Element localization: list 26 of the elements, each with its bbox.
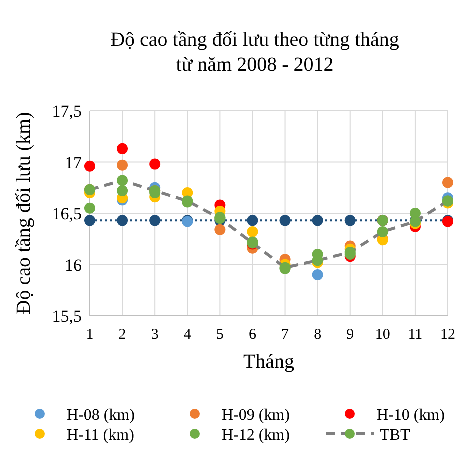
x-tick-label: 10 (375, 327, 390, 343)
x-tick-label: 3 (151, 327, 159, 343)
legend-label: H-08 (km) (67, 407, 135, 424)
x-tick-label: 1 (86, 327, 94, 343)
x-tick-label: 12 (440, 327, 456, 343)
legend-label: H-12 (km) (222, 427, 290, 444)
x-axis-title: Tháng (243, 351, 295, 373)
x-tick-label: 7 (282, 327, 290, 343)
legend-label: TBT (380, 427, 410, 444)
y-axis-title: Độ cao tầng đối lưu (km) (13, 112, 35, 315)
chart-title: Độ cao tầng đối lưu theo từng tháng từ năm 2008 - 2012 (110, 29, 400, 76)
y-tick-label: 15,5 (52, 307, 82, 326)
x-tick-label: 6 (248, 327, 257, 343)
legend-label: H-09 (km) (222, 407, 290, 424)
y-tick-label: 16,5 (52, 204, 82, 224)
x-tick-label: 8 (314, 327, 322, 343)
y-tick-label: 17,5 (52, 102, 82, 121)
y-tick-label: 17 (65, 153, 82, 172)
x-tick-label: 11 (408, 327, 423, 343)
x-tick-label: 2 (118, 327, 126, 343)
x-tick-label: 4 (184, 327, 192, 343)
y-tick-label: 16 (65, 256, 82, 275)
legend-label: H-10 (km) (377, 407, 445, 424)
x-tick-label: 5 (216, 327, 224, 343)
x-tick-label: 9 (346, 327, 354, 343)
legend-label: H-11 (km) (67, 427, 134, 444)
